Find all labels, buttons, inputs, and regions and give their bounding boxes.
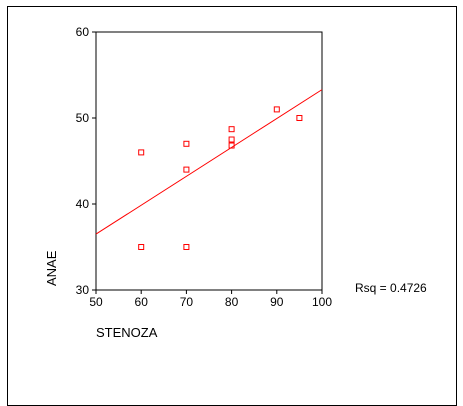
x-tick-label: 80 [225, 295, 239, 309]
x-tick-label: 60 [135, 295, 149, 309]
x-tick-label: 90 [270, 295, 284, 309]
x-tick-label: 70 [180, 295, 194, 309]
data-point [183, 140, 190, 147]
data-point [138, 149, 145, 156]
x-axis-title: STENOZA [96, 325, 158, 340]
data-points [138, 106, 303, 250]
data-point [273, 106, 280, 113]
y-tick-label: 30 [76, 283, 90, 297]
data-point [228, 136, 235, 143]
plot-area [95, 31, 323, 291]
rsq-annotation: Rsq = 0.4726 [355, 281, 427, 295]
data-point [228, 142, 235, 149]
x-tick-label: 100 [312, 295, 332, 309]
data-point [296, 115, 303, 121]
x-tick-label: 50 [89, 295, 103, 309]
scatter-plot: 50 60 70 80 90 100 30 40 50 60 ANAE STENOZA Rsq … [44, 25, 427, 340]
data-point [228, 126, 235, 133]
data-point [138, 244, 145, 250]
y-axis: 30 40 50 60 [76, 25, 96, 297]
data-point [183, 166, 190, 173]
y-tick-label: 50 [76, 111, 90, 125]
regression-line [95, 89, 323, 235]
data-point [183, 244, 190, 250]
y-tick-label: 40 [76, 197, 90, 211]
x-axis: 50 60 70 80 90 100 [89, 290, 332, 309]
y-tick-label: 60 [76, 25, 90, 39]
y-axis-title: ANAE [44, 250, 59, 286]
